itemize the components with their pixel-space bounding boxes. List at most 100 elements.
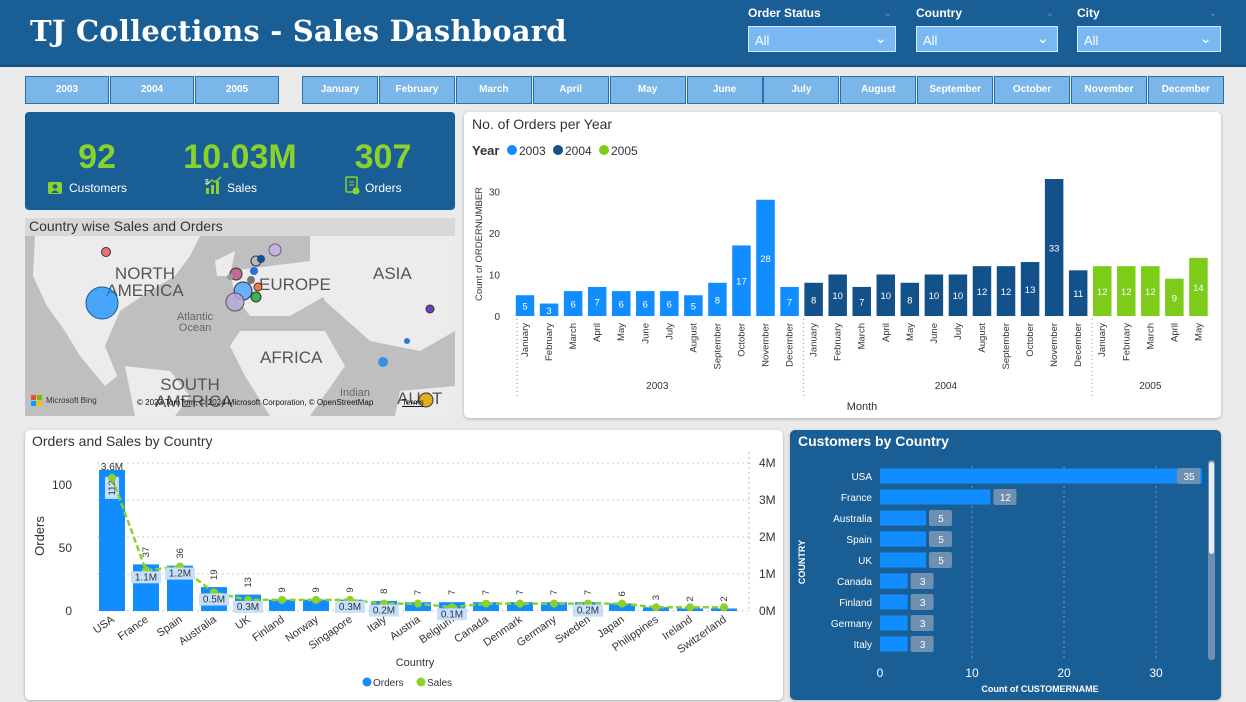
bar-finland[interactable]	[880, 594, 908, 610]
y-tick-label: 30	[489, 187, 501, 198]
month-slicer-june[interactable]: June	[686, 76, 763, 104]
bar-2003-june[interactable]	[636, 291, 655, 316]
bar-australia[interactable]	[880, 510, 926, 526]
bar-2004-january[interactable]	[804, 282, 823, 316]
bar-france[interactable]	[880, 489, 991, 505]
bar-2003-february[interactable]	[539, 303, 559, 316]
bar-italy[interactable]	[880, 636, 908, 652]
map-attribution[interactable]: © 2023 TomTom, © 2024 Microsoft Corporat…	[137, 398, 374, 407]
bar-2003-january[interactable]	[515, 295, 535, 316]
data-label-bg	[165, 567, 195, 580]
bar-2003-august[interactable]	[684, 295, 703, 316]
bar-2003-december[interactable]	[780, 286, 799, 316]
city-dropdown[interactable]: All ⌄	[1077, 26, 1221, 52]
bar-2003-april[interactable]	[587, 286, 607, 316]
chevron-icon[interactable]: ⌄	[1208, 8, 1217, 19]
year-slicer-2004[interactable]: 2004	[110, 76, 194, 104]
bar-2004-december[interactable]	[1068, 270, 1088, 316]
data-label-sales: 0.3M	[339, 602, 361, 613]
bar-2005-april[interactable]	[1165, 278, 1184, 316]
data-label: 11	[1073, 289, 1083, 300]
orders-per-year-visual[interactable]: No. of Orders per Year Year 2003 2004 2005 C…	[464, 112, 1221, 418]
sales-chart-icon: $	[205, 176, 222, 194]
scrollbar-thumb[interactable]	[1209, 462, 1214, 554]
chevron-icon[interactable]: ⌄	[1045, 8, 1054, 19]
month-slicer-march[interactable]: March	[455, 76, 532, 104]
orders-per-year-chart[interactable]: Year 2003 2004 2005 Count of ORDERNUMBER 0 10 2…	[464, 112, 1221, 418]
data-label-orders: 8	[379, 589, 390, 594]
map-title: Country wise Sales and Orders	[29, 218, 223, 234]
sales-point-ireland[interactable]	[686, 603, 694, 612]
month-slicer-january[interactable]: January	[302, 76, 378, 104]
country-map-visual[interactable]: Country wise Sales and Orders NORTH AMER…	[25, 218, 455, 416]
bar-2004-october[interactable]	[1020, 262, 1040, 316]
map-canvas[interactable]	[25, 236, 455, 416]
bar-2004-june[interactable]	[924, 274, 944, 316]
sales-point-austria[interactable]	[414, 599, 422, 608]
bar-2004-september[interactable]	[996, 266, 1016, 316]
sales-point-switzerland[interactable]	[720, 603, 728, 612]
bar-2003-march[interactable]	[563, 291, 583, 316]
month-slicer-november[interactable]: November	[1071, 76, 1147, 104]
data-label: 10	[953, 291, 964, 302]
bar-2005-february[interactable]	[1117, 266, 1136, 316]
data-label-sales: 1.2M	[169, 569, 191, 580]
sales-point-philippines[interactable]	[652, 603, 660, 612]
bar-uk[interactable]	[880, 552, 926, 568]
bar-spain[interactable]	[880, 531, 926, 547]
bar-2004-april[interactable]	[876, 274, 896, 316]
sales-point-germany[interactable]	[550, 599, 558, 608]
sales-point-japan[interactable]	[618, 599, 626, 608]
map-terms-link[interactable]: Terms	[402, 398, 424, 407]
month-slicer-may[interactable]: May	[609, 76, 686, 104]
month-slicer-february[interactable]: February	[378, 76, 455, 104]
bar-2003-september[interactable]	[708, 282, 727, 316]
chart-legend[interactable]: Year 2003 2004 2005	[472, 143, 638, 158]
bar-usa[interactable]	[880, 468, 1202, 484]
bar-germany[interactable]	[880, 615, 908, 631]
month-slicer-april[interactable]: April	[532, 76, 609, 104]
data-label-orders: 6	[617, 591, 628, 596]
sales-point-canada[interactable]	[482, 599, 490, 608]
bar-2003-may[interactable]	[611, 291, 631, 316]
order-status-dropdown[interactable]: All ⌄	[748, 26, 896, 52]
bar-2003-october[interactable]	[732, 245, 751, 316]
bar-norway[interactable]	[303, 599, 329, 611]
bar-2004-july[interactable]	[948, 274, 968, 316]
data-label: 3	[920, 598, 926, 609]
chart-legend[interactable]: Orders Sales	[362, 677, 453, 690]
month-slicer-december[interactable]: December	[1147, 76, 1224, 104]
sales-point-finland[interactable]	[278, 595, 286, 604]
bar-2003-july[interactable]	[660, 291, 679, 316]
data-label-bg	[929, 510, 952, 526]
year-slicer-2003[interactable]: 2003	[25, 76, 109, 104]
data-label-orders: 7	[549, 590, 560, 595]
orders-sales-country-visual[interactable]: Orders and Sales by Country 0 50 100 0M 1M 2M…	[25, 430, 783, 700]
bar-2004-november[interactable]	[1044, 179, 1064, 316]
svg-text:$: $	[205, 179, 209, 186]
chevron-icon[interactable]: ⌄	[883, 8, 892, 19]
bar-2005-may[interactable]	[1189, 257, 1208, 316]
bar-2005-january[interactable]	[1092, 266, 1112, 316]
customers-by-country-visual[interactable]: Customers by Country 0 10 20 30 COUNTRY Count…	[790, 430, 1221, 700]
month-slicer-july[interactable]: July	[763, 76, 840, 104]
data-label-bg	[369, 604, 399, 617]
bar-2004-february[interactable]	[828, 274, 847, 316]
bar-2004-march[interactable]	[852, 286, 871, 316]
bar-2004-may[interactable]	[900, 282, 920, 316]
year-slicer-2005[interactable]: 2005	[195, 76, 279, 104]
month-slicer-september[interactable]: September	[917, 76, 994, 104]
bar-2005-march[interactable]	[1141, 266, 1160, 316]
sales-point-denmark[interactable]	[516, 599, 524, 608]
country-dropdown[interactable]: All ⌄	[916, 26, 1058, 52]
bar-2003-november[interactable]	[756, 199, 775, 316]
bar-finland[interactable]	[269, 599, 295, 611]
bar-2004-august[interactable]	[972, 266, 992, 316]
sales-point-norway[interactable]	[312, 595, 320, 604]
orders-sales-chart[interactable]: 0501000M1M2M3M4MOrders112USA37France36Sp…	[25, 430, 783, 700]
month-slicer-october[interactable]: October	[994, 76, 1071, 104]
bar-canada[interactable]	[880, 573, 908, 589]
sales-point-usa[interactable]	[108, 473, 116, 482]
month-slicer-august[interactable]: August	[840, 76, 917, 104]
